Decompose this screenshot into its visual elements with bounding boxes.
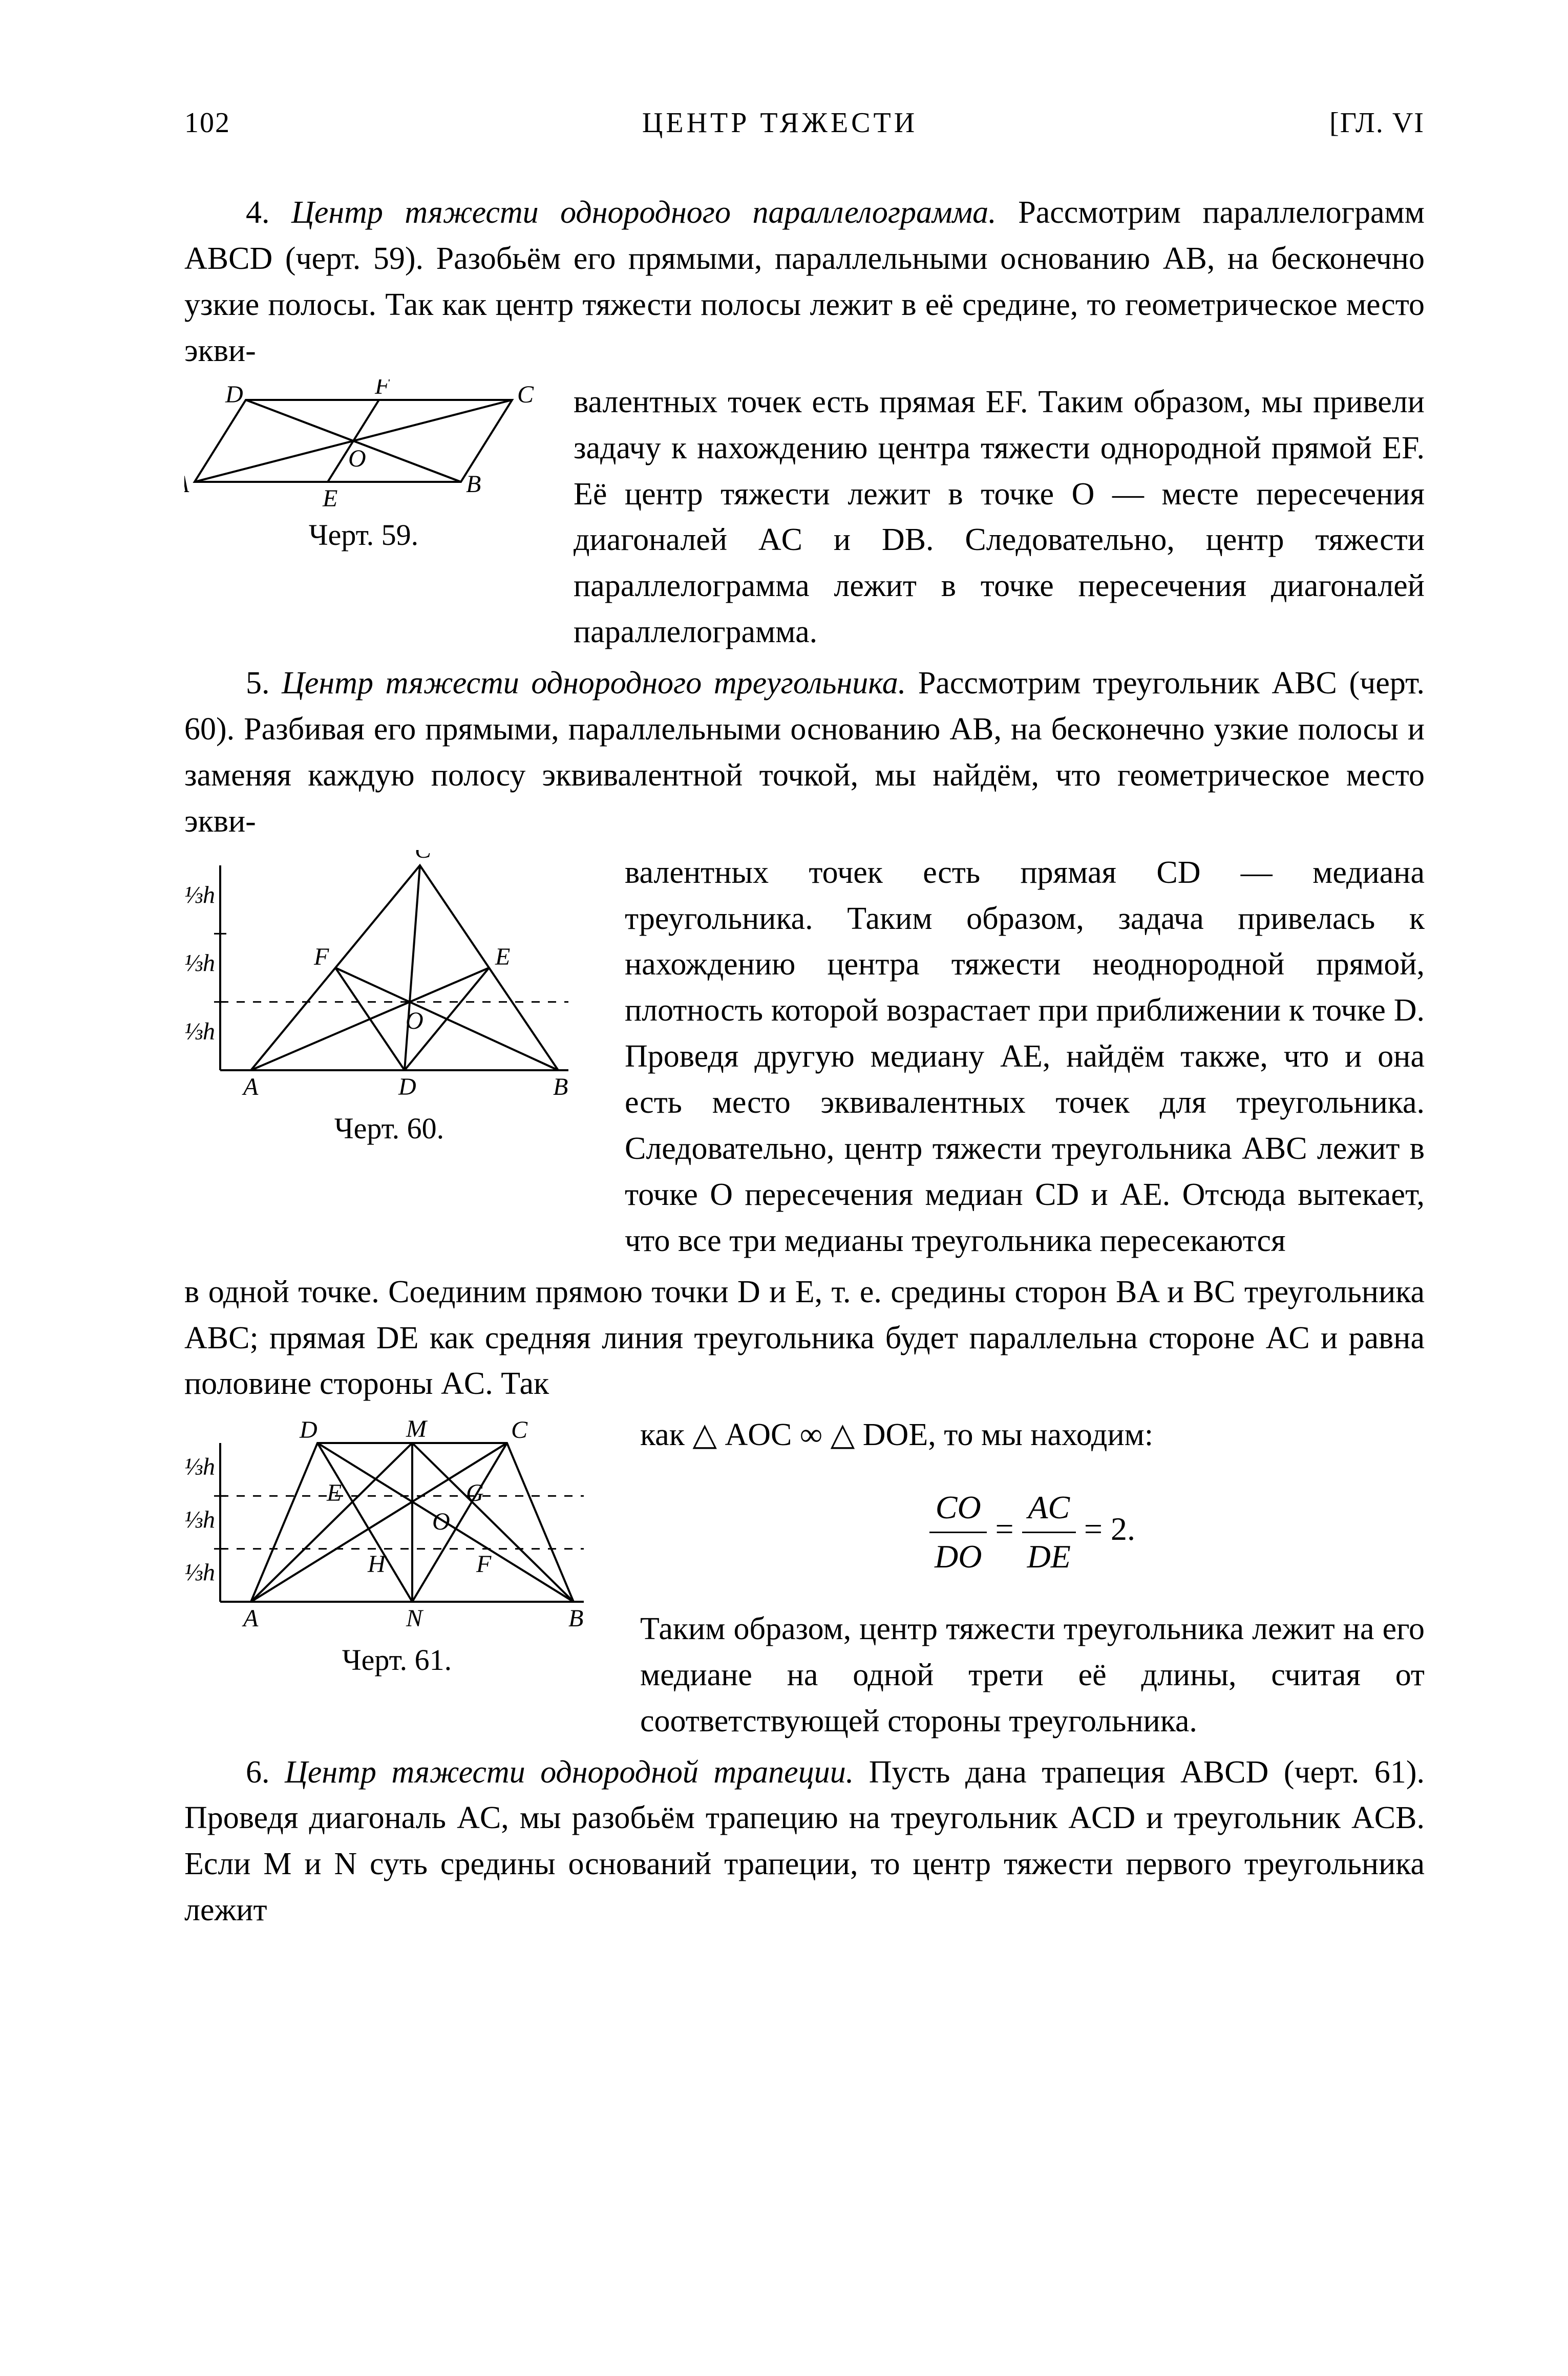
svg-text:⅓h: ⅓h (184, 881, 215, 908)
sec6: 6. Центр тяжести однородной трапеции. Пу… (184, 1750, 1425, 1934)
sec5-wrap2b: Таким образом, центр тяжести треугольник… (640, 1606, 1425, 1745)
svg-text:F: F (374, 379, 390, 399)
svg-text:⅓h: ⅓h (184, 1453, 215, 1480)
sec5-lead: 5. Центр тяжести однородного треугольник… (184, 661, 1425, 845)
sec6-num: 6. (246, 1755, 270, 1790)
svg-text:B: B (466, 471, 481, 498)
svg-text:F: F (313, 943, 329, 970)
equation-ratio: CODO = ACDE = 2. (640, 1484, 1425, 1581)
page-header: 102 ЦЕНТР ТЯЖЕСТИ [ГЛ. VI (184, 102, 1425, 144)
svg-text:D: D (299, 1416, 317, 1444)
running-title: ЦЕНТР ТЯЖЕСТИ (230, 102, 1329, 144)
svg-text:⅓h: ⅓h (184, 1018, 215, 1045)
sec5-after: в одной точке. Соединим прямою точки D и… (184, 1269, 1425, 1408)
svg-text:C: C (517, 381, 534, 408)
sec4-title: Центр тяжести однородного параллелограмм… (291, 195, 997, 230)
svg-text:D: D (225, 381, 243, 408)
sec5-num: 5. (246, 666, 270, 701)
figure-61: ⅓h ⅓h ⅓h A B C D M N E G H FO (184, 1412, 609, 1632)
svg-text:O: O (348, 445, 366, 472)
svg-text:E: E (322, 485, 337, 507)
sec4-lead: 4. Центр тяжести однородного параллелогр… (184, 190, 1425, 374)
svg-text:⅓h: ⅓h (184, 949, 215, 977)
svg-text:A: A (242, 1073, 259, 1100)
svg-text:M: M (406, 1415, 428, 1442)
svg-text:B: B (553, 1073, 568, 1100)
sec5-wrap: валентных точек есть прямая CD — медиана… (625, 850, 1425, 1264)
svg-text:⅓h: ⅓h (184, 1559, 215, 1586)
svg-text:N: N (406, 1605, 424, 1632)
fig60-caption: Черт. 60. (184, 1107, 594, 1150)
chapter-ref: [ГЛ. VI (1329, 102, 1425, 144)
svg-text:B: B (568, 1605, 583, 1632)
svg-text:C: C (511, 1416, 528, 1444)
sec4-num: 4. (246, 195, 270, 230)
sec5-title: Центр тяжести однородного треугольника. (282, 666, 906, 701)
svg-text:⅓h: ⅓h (184, 1507, 215, 1534)
fig61-caption: Черт. 61. (184, 1639, 609, 1682)
svg-text:E: E (495, 943, 510, 970)
svg-text:F: F (476, 1551, 492, 1578)
svg-text:E: E (326, 1479, 342, 1507)
svg-text:C: C (415, 850, 432, 863)
svg-text:O: O (432, 1508, 450, 1535)
figure-60: ⅓h ⅓h ⅓h A B C D E F O (184, 850, 594, 1101)
svg-text:O: O (406, 1007, 423, 1034)
page-number: 102 (184, 102, 230, 144)
fig59-caption: Черт. 59. (184, 514, 543, 557)
sec5-wrap2a: как △ AOC ∞ △ DOE, то мы находим: (640, 1412, 1425, 1458)
sec4-wrap: валентных точек есть прямая EF. Таким об… (574, 379, 1425, 655)
svg-text:H: H (367, 1551, 387, 1578)
sec6-title: Центр тяжести однородной трапеции. (285, 1755, 854, 1790)
figure-59: A B C D E F O (184, 379, 543, 507)
svg-text:G: G (466, 1479, 484, 1507)
svg-text:D: D (398, 1073, 416, 1100)
svg-text:A: A (184, 471, 189, 498)
svg-text:A: A (242, 1605, 259, 1632)
